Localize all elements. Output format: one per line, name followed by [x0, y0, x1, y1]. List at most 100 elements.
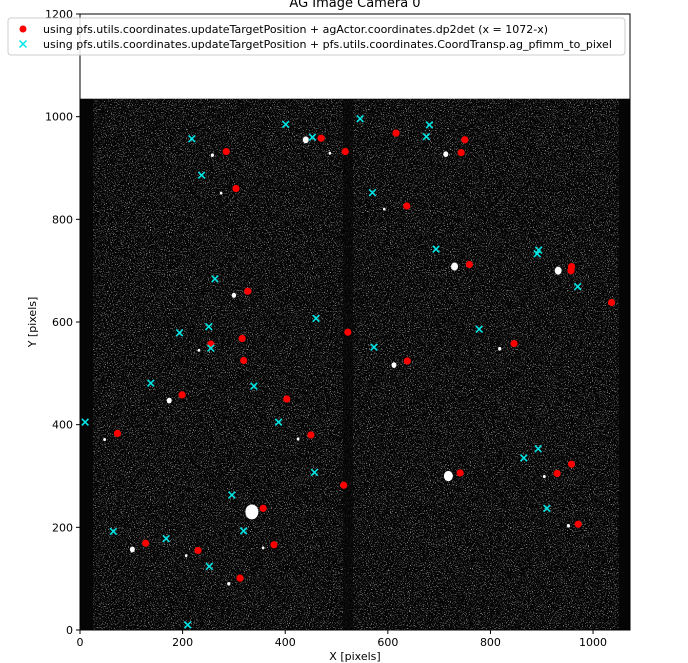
x-marker	[432, 245, 440, 253]
x-marker	[228, 491, 236, 499]
circle-marker	[574, 520, 582, 528]
circle-marker	[607, 298, 616, 307]
circle-marker	[403, 357, 411, 365]
circle-marker	[567, 262, 576, 271]
chart-title: AG Image Camera 0	[289, 0, 420, 11]
circle-marker	[403, 202, 411, 210]
circle-marker	[259, 504, 267, 512]
circle-marker	[232, 184, 240, 193]
circle-marker	[457, 149, 465, 157]
image-source	[542, 474, 546, 479]
image-source	[129, 546, 135, 553]
x-marker	[312, 314, 320, 323]
image-source	[443, 470, 453, 482]
image-source	[197, 348, 201, 352]
x-marker	[573, 282, 582, 291]
circle-marker	[341, 147, 349, 156]
image-source	[451, 262, 459, 271]
legend-box	[7, 17, 626, 56]
image-source	[498, 346, 502, 351]
image-source	[227, 581, 231, 586]
legend-x-marker	[18, 39, 28, 49]
y-tick-label: 400	[52, 419, 73, 432]
circle-marker	[270, 541, 278, 549]
image-source	[245, 504, 259, 520]
image-source	[391, 362, 397, 368]
circle-marker	[553, 469, 561, 478]
circle-marker	[392, 129, 400, 137]
x-marker	[109, 527, 118, 536]
image-source	[443, 151, 449, 158]
data-markers	[81, 114, 616, 629]
x-marker	[370, 343, 378, 352]
y-tick-label: 200	[52, 521, 73, 534]
legend: using pfs.utils.coordinates.updateTarget…	[7, 17, 626, 56]
image-source	[382, 207, 386, 211]
circle-marker	[244, 287, 252, 295]
circle-marker	[317, 134, 325, 142]
circle-marker	[344, 328, 352, 336]
circle-marker	[194, 546, 202, 555]
x-marker	[197, 171, 206, 180]
circle-marker	[240, 356, 248, 365]
circle-marker	[178, 391, 186, 399]
y-tick-label: 1000	[45, 111, 73, 124]
x-marker	[187, 134, 196, 143]
x-tick-label: 1000	[579, 636, 607, 649]
x-marker	[204, 322, 213, 331]
legend-label-1: using pfs.utils.coordinates.updateTarget…	[43, 38, 612, 51]
image-source	[328, 151, 332, 155]
x-tick-label: 600	[377, 636, 398, 649]
legend-entry-x: using pfs.utils.coordinates.updateTarget…	[18, 38, 612, 51]
x-tick-label: 0	[77, 636, 84, 649]
image-source	[103, 437, 107, 442]
x-tick-label: 400	[275, 636, 296, 649]
x-marker	[534, 246, 543, 254]
circle-marker	[461, 136, 469, 144]
camera-image	[80, 98, 630, 630]
x-marker	[281, 120, 290, 129]
x-tick-label: 800	[480, 636, 501, 649]
x-marker	[183, 621, 192, 629]
legend-label-0: using pfs.utils.coordinates.updateTarget…	[43, 23, 548, 36]
x-marker	[175, 328, 184, 337]
image-source	[554, 266, 562, 275]
x-marker	[206, 344, 215, 353]
image-source	[219, 191, 223, 195]
circle-marker	[236, 574, 244, 582]
y-tick-label: 800	[52, 213, 73, 226]
image-source	[210, 153, 214, 158]
image-source	[231, 292, 237, 298]
x-marker	[543, 504, 551, 513]
x-marker	[162, 534, 171, 543]
circle-marker	[142, 539, 150, 547]
image-source	[261, 546, 265, 550]
image-source	[296, 437, 300, 441]
x-marker	[146, 379, 155, 387]
circle-marker	[567, 460, 576, 468]
x-marker	[475, 325, 484, 334]
y-tick-label: 0	[66, 624, 73, 637]
circle-marker	[222, 147, 230, 156]
y-axis-label: Y [pixels]	[26, 297, 39, 349]
x-marker	[81, 418, 89, 426]
circle-marker	[510, 339, 518, 348]
x-marker	[425, 121, 434, 129]
circle-marker	[283, 395, 291, 403]
circle-marker	[456, 469, 464, 477]
legend-circle-marker	[19, 25, 27, 33]
x-axis-label: X [pixels]	[329, 650, 380, 663]
x-marker	[205, 562, 214, 571]
image-source	[184, 554, 188, 558]
x-tick-label: 200	[172, 636, 193, 649]
x-marker	[422, 132, 431, 141]
y-tick-label: 600	[52, 316, 73, 329]
image-source	[302, 136, 309, 144]
x-marker	[356, 114, 364, 123]
circle-marker	[340, 481, 348, 489]
image-source	[166, 397, 172, 404]
circle-marker	[307, 431, 315, 439]
image-source	[566, 523, 571, 528]
